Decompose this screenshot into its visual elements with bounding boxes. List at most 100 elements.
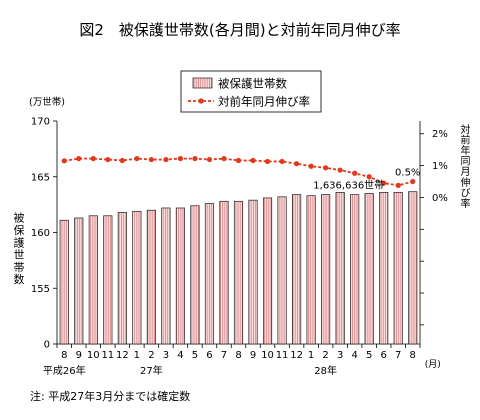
x-tick-label: 1 bbox=[134, 350, 140, 361]
growth-rate-point bbox=[308, 163, 314, 169]
x-tick-label: 4 bbox=[351, 350, 357, 361]
growth-rate-point bbox=[264, 158, 271, 165]
bar bbox=[88, 215, 98, 345]
year-label: 平成26年 bbox=[43, 364, 86, 377]
x-tick-label: 9 bbox=[76, 350, 82, 361]
bar bbox=[233, 200, 244, 345]
x-tick-label: 4 bbox=[177, 350, 183, 361]
growth-rate-point bbox=[279, 158, 285, 165]
bar bbox=[335, 192, 345, 345]
growth-rate-point bbox=[250, 157, 256, 164]
x-tick-label: 8 bbox=[61, 350, 67, 361]
bar bbox=[262, 197, 273, 345]
x-tick-label: 3 bbox=[163, 350, 169, 361]
bar bbox=[161, 207, 171, 345]
y-right-tick-label: 0% bbox=[432, 193, 448, 204]
growth-rate-point bbox=[134, 155, 140, 162]
y-left-tick-label: 160 bbox=[31, 228, 50, 239]
bar bbox=[408, 191, 418, 345]
y-right-tick-label: 2% bbox=[432, 129, 448, 140]
legend-swatch-bar bbox=[192, 77, 213, 89]
growth-rate-point bbox=[163, 156, 169, 163]
growth-rate-point bbox=[395, 182, 401, 188]
bar bbox=[59, 219, 69, 345]
legend-label-line: 対前年同月伸び率 bbox=[218, 95, 310, 109]
x-tick-label: 10 bbox=[261, 350, 274, 361]
year-label: 28年 bbox=[314, 364, 337, 377]
legend-swatch-marker bbox=[198, 98, 204, 104]
chart-title: 図2 被保護世帯数(各月間)と対前年同月伸び率 bbox=[79, 21, 401, 39]
x-tick-label: 9 bbox=[250, 350, 256, 361]
growth-rate-point bbox=[366, 174, 372, 180]
growth-rate-point bbox=[192, 155, 198, 162]
year-label: 27年 bbox=[140, 364, 163, 377]
bar bbox=[219, 200, 229, 345]
data-labels: 1,636,636世帯 0.5% bbox=[313, 168, 420, 192]
x-tick-label: 10 bbox=[87, 350, 100, 361]
x-tick-label: 7 bbox=[395, 350, 401, 361]
bar bbox=[132, 210, 142, 345]
bar bbox=[190, 205, 200, 345]
bar bbox=[379, 192, 389, 345]
x-tick-label: 8 bbox=[410, 350, 416, 361]
bar bbox=[248, 199, 258, 345]
growth-rate-point bbox=[177, 155, 184, 162]
line-series bbox=[61, 155, 416, 188]
bar bbox=[393, 192, 403, 345]
bar-series bbox=[59, 191, 418, 345]
bar bbox=[204, 203, 215, 345]
growth-rate-point bbox=[235, 157, 242, 164]
growth-rate-point bbox=[381, 180, 387, 186]
growth-rate-point bbox=[105, 156, 111, 163]
y-left-tick-label: 155 bbox=[31, 284, 50, 295]
bar bbox=[364, 193, 374, 345]
x-tick-label: 5 bbox=[366, 350, 372, 361]
growth-rate-point bbox=[352, 170, 358, 176]
y-right-tick-label: 1% bbox=[432, 161, 448, 172]
x-tick-label: 2 bbox=[148, 350, 154, 361]
x-tick-label: 5 bbox=[192, 350, 198, 361]
footnote: 注: 平成27年3月分までは確定数 bbox=[30, 390, 191, 403]
x-tick-label: 8 bbox=[235, 350, 241, 361]
x-tick-label: 12 bbox=[290, 350, 303, 361]
y-left-tick-label: 165 bbox=[31, 172, 50, 183]
legend: 被保護世帯数 対前年同月伸び率 bbox=[180, 70, 322, 113]
legend-label-bar: 被保護世帯数 bbox=[218, 77, 287, 91]
x-tick-label: 7 bbox=[221, 350, 227, 361]
growth-rate-point bbox=[293, 161, 300, 167]
growth-rate-point bbox=[323, 165, 329, 171]
x-tick-label: 6 bbox=[206, 350, 212, 361]
x-tick-label: 11 bbox=[101, 350, 114, 361]
bar bbox=[103, 215, 113, 345]
growth-rate-point bbox=[221, 155, 227, 162]
x-tick-label: 2 bbox=[322, 350, 328, 361]
data-label: 1,636,636世帯 bbox=[313, 179, 384, 192]
x-tick-label: 3 bbox=[337, 350, 343, 361]
bar bbox=[175, 207, 185, 345]
y-left-axis-title: 被保護世帯数 bbox=[12, 212, 25, 286]
x-axis-unit: (月) bbox=[425, 359, 441, 370]
bar bbox=[277, 196, 287, 345]
bar bbox=[146, 209, 156, 345]
growth-rate-point bbox=[119, 157, 125, 164]
x-tick-label: 1 bbox=[308, 350, 314, 361]
growth-rate-point bbox=[206, 156, 213, 163]
growth-rate-point bbox=[148, 156, 154, 163]
data-label: 0.5% bbox=[395, 168, 420, 179]
bar bbox=[350, 194, 360, 345]
y-left-tick-label: 170 bbox=[31, 117, 50, 128]
growth-rate-point bbox=[90, 155, 96, 162]
growth-rate-point bbox=[337, 167, 343, 173]
y-right-axis-title: 対前年同月伸び率 bbox=[458, 124, 469, 209]
bar bbox=[117, 212, 127, 345]
bar bbox=[292, 194, 302, 345]
y-left-tick-label: 0 bbox=[44, 340, 50, 351]
bar bbox=[321, 194, 331, 345]
growth-rate-point bbox=[410, 178, 416, 185]
x-tick-label: 12 bbox=[116, 350, 129, 361]
x-tick-label: 11 bbox=[276, 350, 289, 361]
growth-rate-point bbox=[76, 155, 82, 162]
